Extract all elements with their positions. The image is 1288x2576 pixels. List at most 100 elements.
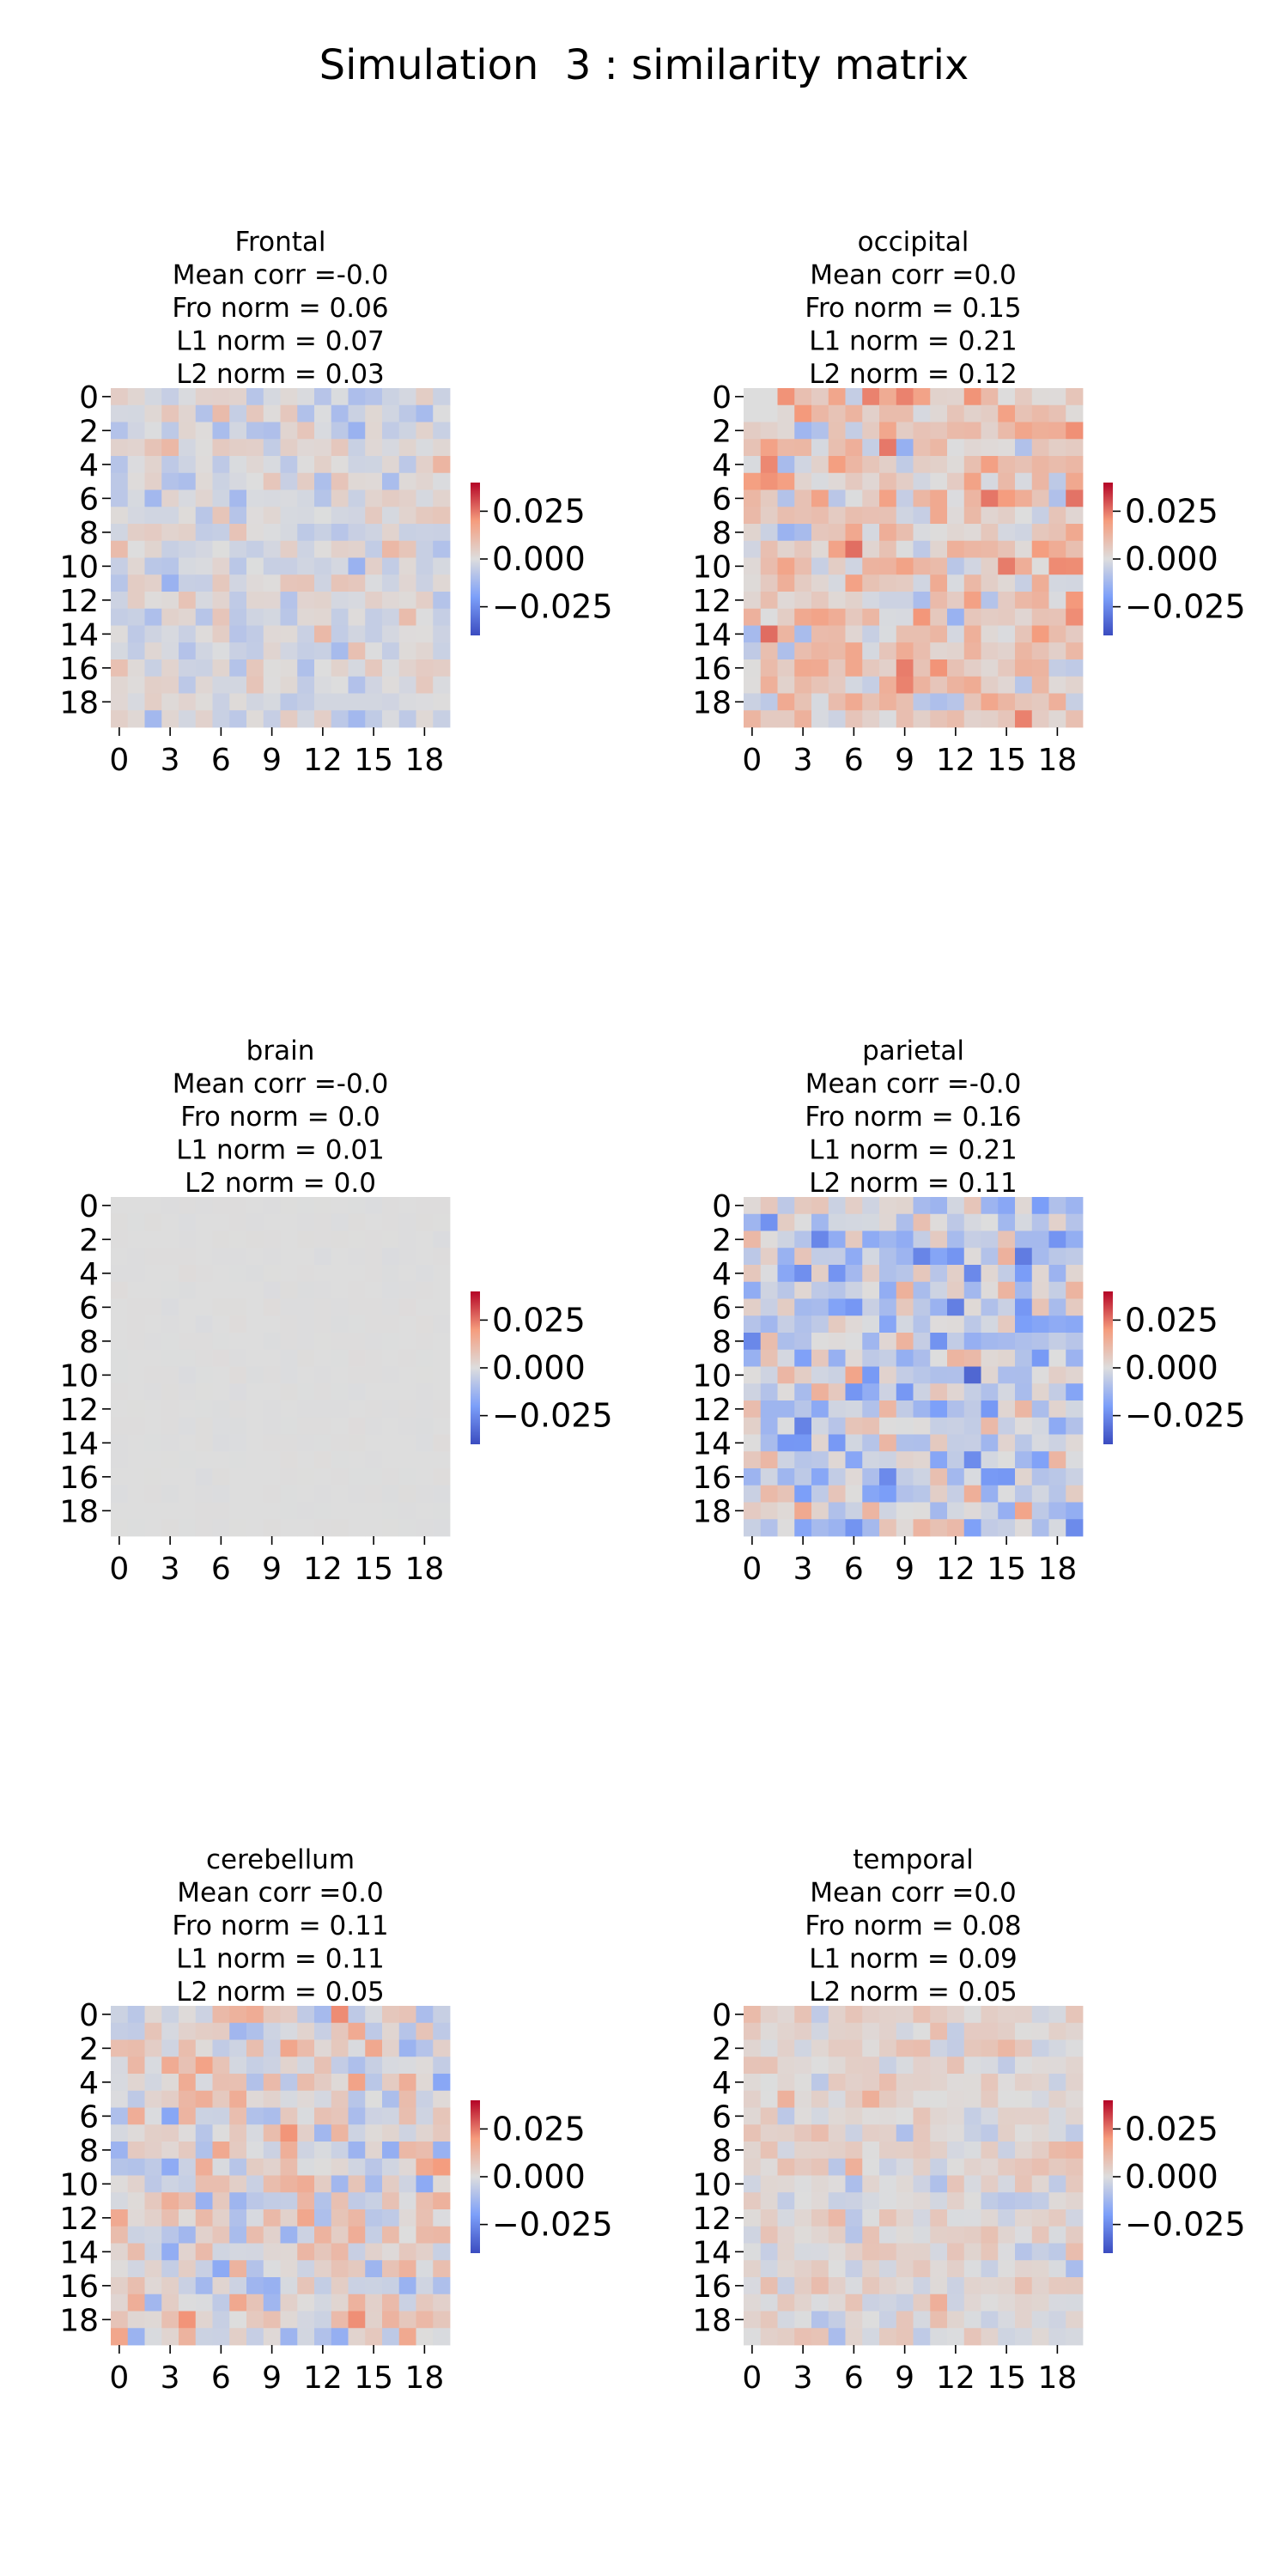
heatmap-cell xyxy=(845,2158,863,2176)
heatmap-cell xyxy=(1066,456,1084,474)
heatmap-cell xyxy=(1031,625,1049,643)
heatmap-cell xyxy=(1066,2006,1084,2024)
heatmap-cell xyxy=(930,422,948,440)
heatmap-cell xyxy=(1031,710,1049,728)
heatmap-cell xyxy=(398,1333,416,1351)
colorbar-tick-label: −0.025 xyxy=(1125,2206,1246,2244)
heatmap-cell xyxy=(811,1265,829,1283)
heatmap-cell xyxy=(280,1230,298,1249)
heatmap-cell xyxy=(263,388,281,406)
heatmap-cell xyxy=(111,1451,129,1469)
heatmap-cell xyxy=(1066,2192,1084,2210)
heatmap-cell xyxy=(947,2226,965,2244)
heatmap-cell xyxy=(246,472,264,490)
heatmap-cell xyxy=(862,2192,880,2210)
heatmap-cell xyxy=(331,608,349,626)
heatmap-cell xyxy=(382,1333,400,1351)
heatmap-cell xyxy=(981,1451,999,1469)
heatmap-cell xyxy=(828,1197,846,1215)
heatmap-cell xyxy=(246,2175,264,2193)
heatmap-cell xyxy=(947,1298,965,1316)
heatmap-cell xyxy=(331,1366,349,1384)
heatmap-cell xyxy=(179,2006,197,2024)
heatmap-cell xyxy=(1048,2039,1066,2057)
heatmap-cell xyxy=(314,676,332,694)
heatmap-cell xyxy=(913,472,931,490)
heatmap-cell xyxy=(1015,2107,1033,2125)
heatmap-cell xyxy=(144,489,162,507)
heatmap-cell xyxy=(981,1502,999,1520)
heatmap-cell xyxy=(365,2057,383,2075)
heatmap-cell xyxy=(229,524,247,542)
heatmap-cell xyxy=(1031,1213,1049,1231)
heatmap-cell xyxy=(111,2311,129,2329)
heatmap-cell xyxy=(879,1265,897,1283)
heatmap-cell xyxy=(263,2209,281,2227)
heatmap-cell xyxy=(382,1213,400,1231)
heatmap-cell xyxy=(229,1468,247,1486)
heatmap-cell xyxy=(144,507,162,525)
heatmap-cell xyxy=(246,1519,264,1537)
heatmap-cell xyxy=(111,507,129,525)
heatmap-cell xyxy=(144,1383,162,1401)
heatmap-cell xyxy=(144,456,162,474)
heatmap-cell xyxy=(195,1298,213,1316)
heatmap-cell xyxy=(744,1230,762,1249)
heatmap-cell xyxy=(930,1468,948,1486)
heatmap-cell xyxy=(744,1349,762,1367)
heatmap-cell xyxy=(246,659,264,677)
heatmap-cell xyxy=(331,2142,349,2160)
y-tick-label: 8 xyxy=(79,516,99,551)
heatmap-cell xyxy=(760,1400,778,1419)
heatmap-cell xyxy=(348,439,366,457)
heatmap-cell xyxy=(127,2074,145,2092)
heatmap-cell xyxy=(963,1349,981,1367)
heatmap-cell xyxy=(1015,2039,1033,2057)
heatmap-cell xyxy=(811,608,829,626)
heatmap-cell xyxy=(331,2074,349,2092)
heatmap-cell xyxy=(1066,676,1084,694)
heatmap-cell xyxy=(382,710,400,728)
heatmap-cell xyxy=(195,2277,213,2295)
heatmap-cell xyxy=(144,1197,162,1215)
heatmap-cell xyxy=(314,625,332,643)
heatmap-cell xyxy=(930,574,948,592)
heatmap-cell xyxy=(1031,592,1049,610)
heatmap-cell xyxy=(331,2277,349,2295)
heatmap-cell xyxy=(998,422,1016,440)
heatmap-cell xyxy=(382,693,400,711)
heatmap-cell xyxy=(280,1468,298,1486)
y-tick-label: 4 xyxy=(712,1257,732,1292)
heatmap-cell xyxy=(794,2243,812,2261)
heatmap-cell xyxy=(879,2107,897,2125)
heatmap-cell xyxy=(879,2006,897,2024)
heatmap-cell xyxy=(963,1213,981,1231)
heatmap-cell xyxy=(1015,1434,1033,1452)
heatmap-cell xyxy=(811,2124,829,2142)
heatmap-cell xyxy=(1015,1485,1033,1503)
heatmap-cell xyxy=(297,1434,315,1452)
heatmap-cell xyxy=(127,2328,145,2346)
heatmap-cell xyxy=(144,1315,162,1334)
heatmap-cell xyxy=(246,2260,264,2278)
heatmap-cell xyxy=(896,1468,914,1486)
heatmap-cell xyxy=(246,2192,264,2210)
heatmap-cell xyxy=(365,1265,383,1283)
heatmap-cell xyxy=(111,592,129,610)
heatmap-cell xyxy=(144,2226,162,2244)
heatmap-cell xyxy=(998,1197,1016,1215)
heatmap-cell xyxy=(913,1213,931,1231)
heatmap-cell xyxy=(845,489,863,507)
heatmap-cell xyxy=(981,625,999,643)
heatmap-cell xyxy=(760,2107,778,2125)
heatmap-cell xyxy=(416,1213,434,1231)
heatmap-cell xyxy=(794,592,812,610)
heatmap-cell xyxy=(212,1383,230,1401)
y-tick-label: 2 xyxy=(712,414,732,449)
colorbar-tick-label: 0.025 xyxy=(492,1301,586,1339)
heatmap-cell xyxy=(777,439,795,457)
heatmap-cell xyxy=(161,592,179,610)
heatmap-cell xyxy=(896,2192,914,2210)
heatmap-cell xyxy=(998,2057,1016,2075)
heatmap-cell xyxy=(348,592,366,610)
